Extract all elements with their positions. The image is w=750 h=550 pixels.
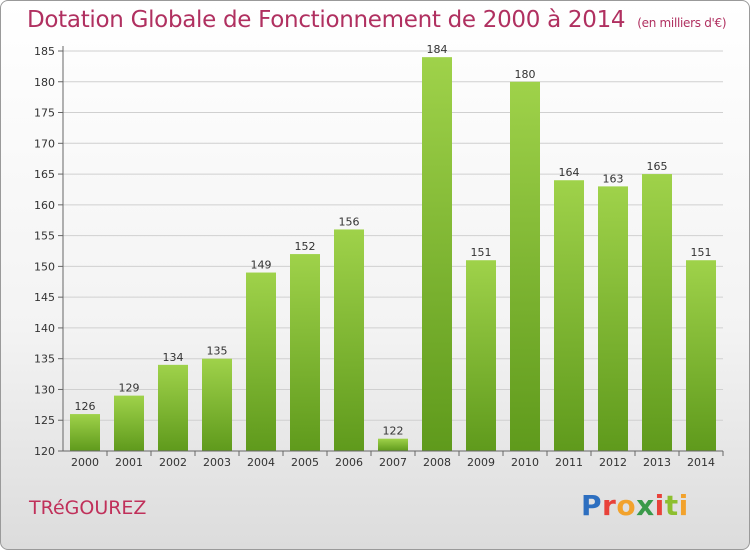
x-tick-label: 2012: [599, 456, 627, 469]
bar: [246, 272, 276, 451]
y-tick-label: 185: [34, 45, 55, 58]
y-tick-label: 180: [34, 76, 55, 89]
x-tick-label: 2008: [423, 456, 451, 469]
bar: [334, 229, 364, 451]
x-tick-label: 2010: [511, 456, 539, 469]
y-tick-label: 120: [34, 445, 55, 458]
y-tick-label: 140: [34, 322, 55, 335]
y-tick-label: 135: [34, 353, 55, 366]
data-label: 122: [383, 425, 404, 438]
axes: 1201251301351401451501551601651701751801…: [34, 45, 724, 469]
data-label: 163: [603, 172, 624, 185]
chart-title: Dotation Globale de Fonctionnement de 20…: [27, 7, 727, 33]
data-label: 184: [427, 43, 448, 56]
logo-letter: i: [678, 489, 689, 522]
logo-letter: o: [616, 489, 637, 522]
data-label: 156: [339, 215, 360, 228]
bars: [70, 57, 716, 452]
bar: [114, 395, 144, 451]
y-tick-label: 145: [34, 291, 55, 304]
data-label: 126: [75, 400, 96, 413]
x-tick-label: 2014: [687, 456, 715, 469]
x-tick-label: 2001: [115, 456, 143, 469]
bar: [202, 358, 232, 451]
data-label: 134: [163, 351, 184, 364]
bar: [422, 57, 452, 452]
data-label: 149: [251, 259, 272, 272]
bar: [598, 186, 628, 451]
logo-letter: x: [636, 489, 655, 522]
logo-letter: P: [581, 489, 603, 522]
data-label: 129: [119, 382, 140, 395]
data-label: 180: [515, 68, 536, 81]
y-tick-label: 160: [34, 199, 55, 212]
data-label: 151: [471, 246, 492, 259]
chart-unit: (en milliers d'€): [637, 16, 727, 30]
bar: [70, 414, 100, 451]
bar: [642, 174, 672, 452]
bar: [686, 260, 716, 451]
y-tick-label: 125: [34, 414, 55, 427]
x-tick-label: 2009: [467, 456, 495, 469]
y-tick-label: 155: [34, 230, 55, 243]
x-tick-label: 2003: [203, 456, 231, 469]
data-label: 165: [647, 160, 668, 173]
data-label: 152: [295, 240, 316, 253]
x-tick-label: 2000: [71, 456, 99, 469]
logo-letter: i: [654, 489, 665, 522]
data-label: 135: [207, 345, 228, 358]
proxiti-logo: Proxiti: [581, 489, 689, 522]
x-tick-label: 2013: [643, 456, 671, 469]
data-label: 151: [691, 246, 712, 259]
x-tick-label: 2006: [335, 456, 363, 469]
bar: [510, 81, 540, 452]
chart-title-text: Dotation Globale de Fonctionnement de 20…: [27, 7, 626, 33]
y-tick-label: 170: [34, 137, 55, 150]
x-tick-label: 2005: [291, 456, 319, 469]
bar: [466, 260, 496, 451]
logo-letter: r: [602, 489, 617, 522]
x-tick-label: 2002: [159, 456, 187, 469]
data-label: 164: [559, 166, 580, 179]
logo-letter: t: [664, 489, 679, 522]
bar: [378, 438, 408, 451]
y-tick-label: 150: [34, 260, 55, 273]
y-tick-label: 130: [34, 383, 55, 396]
commune-name: TRéGOUREZ: [29, 497, 147, 519]
bar: [290, 254, 320, 451]
bar: [158, 364, 188, 451]
value-labels: 126 129 134 135 149 152 156 122 184 151 180 164 163 1…: [75, 43, 712, 438]
y-tick-label: 175: [34, 107, 55, 120]
y-tick-label: 165: [34, 168, 55, 181]
x-tick-label: 2007: [379, 456, 407, 469]
bar: [554, 180, 584, 451]
x-tick-label: 2011: [555, 456, 583, 469]
x-tick-label: 2004: [247, 456, 275, 469]
